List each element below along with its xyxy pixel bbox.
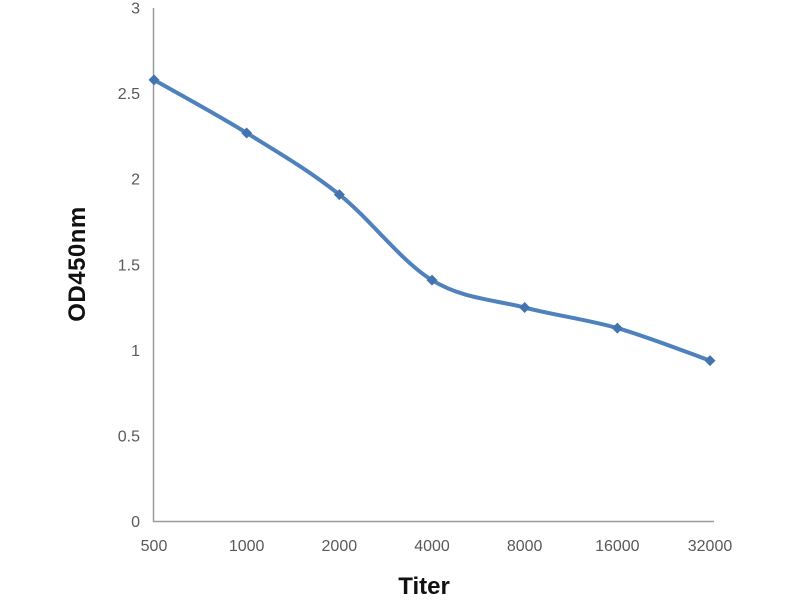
y-tick-label: 1 — [131, 343, 140, 360]
x-tick-label: 16000 — [595, 538, 640, 555]
data-point-marker — [426, 274, 438, 286]
x-tick-label: 500 — [141, 538, 168, 555]
data-point-marker — [333, 189, 345, 201]
data-point-marker — [611, 322, 623, 334]
y-axis-title: OD450nm — [64, 206, 91, 322]
y-tick-label: 3 — [131, 1, 140, 18]
data-point-marker — [241, 127, 253, 139]
x-tick-label: 32000 — [688, 538, 733, 555]
data-point-marker — [519, 302, 531, 314]
y-tick-label: 0.5 — [118, 428, 140, 445]
x-tick-label: 8000 — [507, 538, 543, 555]
x-tick-label: 4000 — [414, 538, 450, 555]
y-tick-label: 0 — [131, 514, 140, 531]
y-tick-label: 1.5 — [118, 257, 140, 274]
x-axis-title: Titer — [398, 573, 450, 600]
data-series-line — [152, 77, 712, 363]
x-tick-label: 1000 — [229, 538, 265, 555]
data-point-marker — [704, 355, 716, 367]
x-tick-label: 2000 — [322, 538, 358, 555]
y-tick-label: 2 — [131, 172, 140, 189]
y-tick-label: 2.5 — [118, 86, 140, 103]
data-point-marker — [148, 74, 160, 86]
axis-lines — [152, 8, 714, 523]
